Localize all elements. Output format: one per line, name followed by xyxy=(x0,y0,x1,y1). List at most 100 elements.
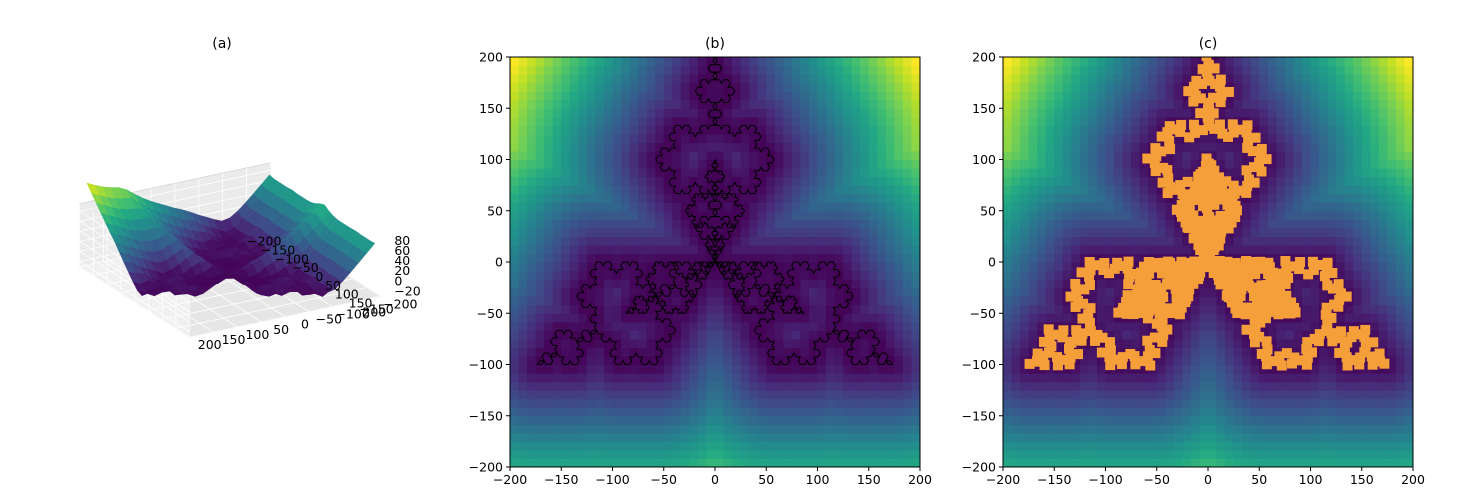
heatmap-cell xyxy=(800,432,810,442)
heatmap-cell xyxy=(860,458,870,467)
heatmap-cell xyxy=(1037,449,1047,460)
heatmap-cell xyxy=(1011,330,1021,340)
heatmap-cell xyxy=(1250,432,1260,442)
heatmap-cell xyxy=(518,82,528,92)
heatmap-cell xyxy=(1037,210,1047,220)
heatmap-cell xyxy=(911,159,920,169)
heatmap-cell xyxy=(1079,193,1090,203)
heatmap-cell xyxy=(1114,176,1124,186)
heatmap-cell xyxy=(535,432,545,442)
heatmap-cell xyxy=(911,390,920,400)
heatmap-cell xyxy=(1233,321,1243,331)
heatmap-cell xyxy=(561,441,571,451)
heatmap-cell xyxy=(552,116,562,126)
heatmap-cell xyxy=(535,373,545,383)
heatmap-cell xyxy=(723,168,733,178)
heatmap-cell xyxy=(877,321,887,331)
heatmap-cell xyxy=(826,432,836,442)
heatmap-cell xyxy=(697,116,708,126)
heatmap-cell xyxy=(1062,159,1072,169)
heatmap-cell xyxy=(518,202,528,212)
heatmap-cell xyxy=(877,458,887,467)
heatmap-cell xyxy=(672,398,682,408)
heatmap-cell xyxy=(1404,364,1413,374)
heatmap-cell xyxy=(791,108,802,118)
heatmap-cell xyxy=(689,407,699,417)
heatmap-cell xyxy=(621,125,631,135)
heatmap-cell xyxy=(689,202,699,212)
heatmap-cell xyxy=(638,270,648,280)
heatmap-cell xyxy=(868,108,878,118)
heatmap-cell xyxy=(1045,185,1055,195)
heatmap-cell xyxy=(510,253,520,263)
heatmap-cell xyxy=(1301,279,1312,289)
heatmap-cell xyxy=(1003,407,1013,417)
heatmap-cell xyxy=(1404,355,1413,366)
heatmap-cell xyxy=(740,347,750,357)
heatmap-cell xyxy=(1293,415,1303,425)
heatmap-cell xyxy=(723,193,733,203)
heatmap-cell xyxy=(1003,304,1013,314)
heatmap-cell xyxy=(783,74,793,84)
heatmap-cell xyxy=(527,415,537,425)
heatmap-cell xyxy=(1165,296,1175,306)
heatmap-cell xyxy=(552,133,562,144)
heatmap-cell xyxy=(612,210,622,220)
heatmap-cell xyxy=(877,347,887,357)
heatmap-cell xyxy=(510,227,520,237)
heatmap-cell xyxy=(518,176,528,186)
heatmap-cell xyxy=(689,381,699,391)
heatmap-cell xyxy=(629,330,639,340)
heatmap-cell xyxy=(766,458,776,467)
heatmap-cell xyxy=(766,236,776,246)
heatmap-cell xyxy=(1370,424,1380,434)
heatmap-cell xyxy=(638,108,648,118)
heatmap-cell xyxy=(826,407,836,417)
heatmap-cell xyxy=(860,227,870,237)
heatmap-cell xyxy=(1276,373,1286,383)
x-tick-label: 50 xyxy=(758,472,774,487)
heatmap-cell xyxy=(749,244,759,255)
heatmap-cell xyxy=(569,244,579,255)
heatmap-cell xyxy=(774,210,784,220)
heatmap-cell xyxy=(1310,270,1320,280)
heatmap-cell xyxy=(1378,304,1388,314)
heatmap-cell xyxy=(638,458,648,467)
panel-c-title: (c) xyxy=(1199,36,1218,52)
heatmap-cell xyxy=(1284,330,1295,340)
heatmap-cell xyxy=(1259,432,1269,442)
heatmap-cell xyxy=(1267,202,1277,212)
heatmap-cell xyxy=(1182,168,1192,178)
heatmap-cell xyxy=(1071,176,1081,186)
heatmap-cell xyxy=(697,99,708,109)
heatmap-cell xyxy=(834,227,844,237)
heatmap-cell xyxy=(834,82,844,92)
heatmap-cell xyxy=(1045,373,1055,383)
heatmap-cell xyxy=(510,279,520,289)
heatmap-cell xyxy=(1011,432,1021,442)
heatmap-cell xyxy=(783,82,793,92)
heatmap-cell xyxy=(1062,227,1072,237)
heatmap-cell xyxy=(843,65,853,75)
heatmap-cell xyxy=(1267,125,1277,135)
heatmap-cell xyxy=(595,176,605,186)
heatmap-cell xyxy=(612,236,622,246)
heatmap-cell xyxy=(518,116,528,126)
heatmap-cell xyxy=(800,57,810,67)
heatmap-cell xyxy=(1037,373,1047,383)
heatmap-cell xyxy=(1190,304,1201,314)
heatmap-cell xyxy=(663,168,673,178)
heatmap-cell xyxy=(902,441,913,451)
heatmap-cell xyxy=(1276,125,1286,135)
heatmap-cell xyxy=(1071,236,1081,246)
heatmap-cell xyxy=(1114,236,1124,246)
heatmap-cell xyxy=(1336,381,1346,391)
heatmap-cell xyxy=(774,193,784,203)
heatmap-cell xyxy=(715,227,725,237)
heatmap-cell xyxy=(757,432,767,442)
heatmap-cell xyxy=(569,296,579,306)
heatmap-cell xyxy=(1114,142,1124,152)
heatmap-cell xyxy=(1319,296,1329,306)
heatmap-cell xyxy=(783,279,793,289)
heatmap-cell xyxy=(902,57,913,67)
